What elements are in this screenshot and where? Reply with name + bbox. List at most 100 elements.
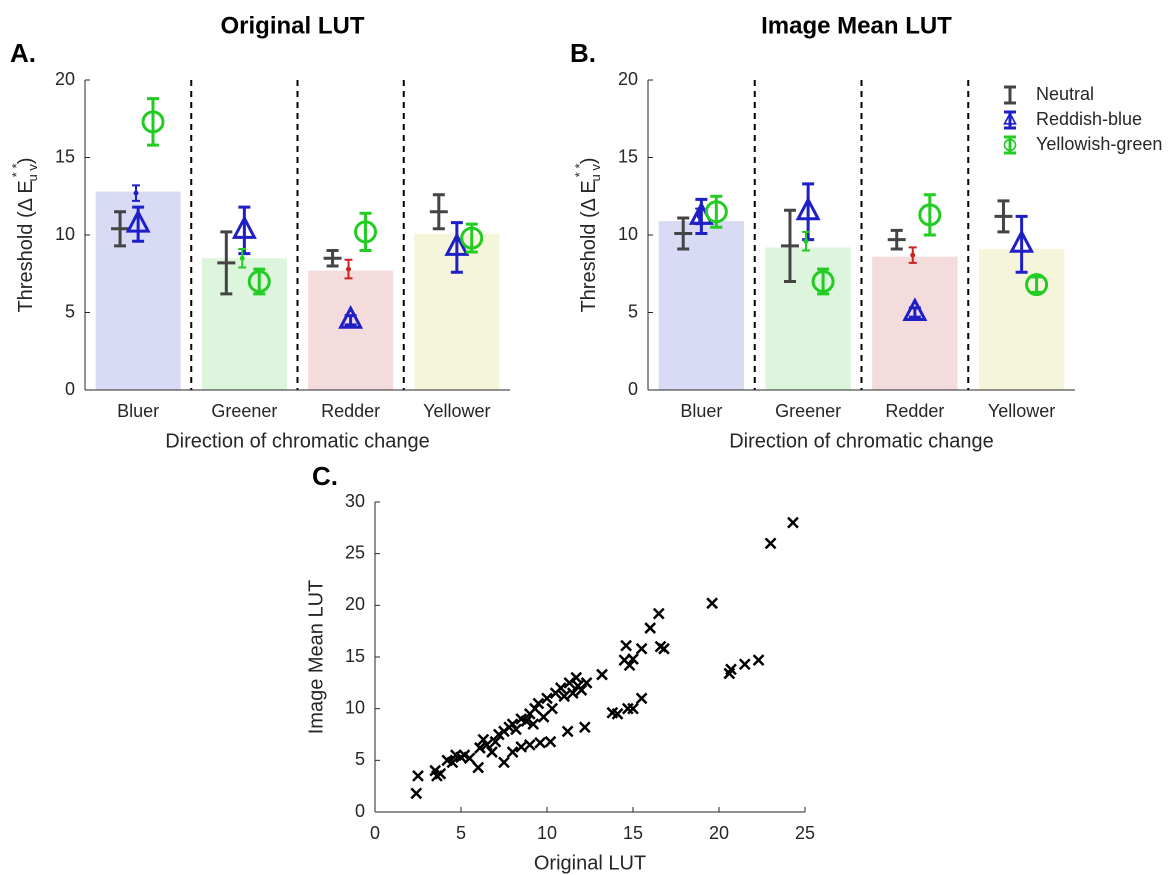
x-tick-label: 0	[370, 823, 380, 843]
point	[498, 756, 510, 769]
point	[787, 516, 799, 529]
y-axis-label-main: Threshold (Δ E	[578, 180, 600, 312]
y-axis-label: Image Mean LUT	[305, 580, 327, 735]
point	[486, 746, 498, 758]
panel-title: Image Mean LUT	[761, 12, 952, 39]
point	[627, 702, 639, 715]
y-axis-label-end: )	[578, 157, 600, 164]
y-axis-label-main: Threshold (Δ E	[15, 180, 37, 312]
error-bar	[253, 267, 266, 296]
point	[434, 767, 447, 780]
y-tick-label: 5	[65, 301, 75, 321]
point	[480, 738, 493, 751]
y-tick-label: 15	[618, 146, 638, 166]
x-tick-label: 20	[709, 823, 729, 843]
marker	[902, 297, 928, 321]
panel-label: A.	[10, 38, 36, 68]
point	[546, 702, 559, 715]
marker	[918, 203, 942, 227]
error-bar	[238, 205, 251, 256]
point	[764, 537, 777, 550]
error-bar	[817, 267, 830, 296]
y-tick-label: 25	[345, 542, 365, 562]
point	[575, 684, 588, 696]
y-tick-label: 0	[628, 379, 638, 399]
y-tick-label: 5	[628, 301, 638, 321]
bar	[872, 256, 958, 390]
point	[410, 787, 423, 800]
x-tick-label: Redder	[321, 401, 380, 421]
x-tick-label: Yellower	[423, 401, 490, 421]
panel-label: C.	[312, 461, 338, 491]
point	[620, 639, 633, 652]
point	[520, 715, 533, 727]
marker	[346, 266, 351, 272]
y-axis-label-sup: * *	[572, 163, 587, 177]
y-tick-label: 5	[355, 749, 365, 769]
x-tick-label: Bluer	[680, 401, 722, 421]
point	[527, 718, 540, 731]
marker	[133, 190, 139, 196]
point	[537, 711, 550, 723]
error-bar	[147, 97, 159, 147]
y-tick-label: 10	[618, 224, 638, 244]
error-bar	[1015, 214, 1028, 274]
legend-label: Neutral	[1036, 84, 1094, 104]
legend-marker	[1003, 111, 1017, 125]
panel-title: Original LUT	[221, 12, 365, 39]
x-tick-label: 10	[537, 823, 557, 843]
marker	[239, 255, 245, 261]
point	[725, 663, 737, 676]
point	[554, 682, 567, 694]
marker	[231, 215, 257, 239]
y-axis-label: Threshold (Δ E * *u v)	[9, 157, 40, 312]
marker	[1009, 229, 1035, 253]
point	[652, 607, 665, 620]
y-tick-label: 20	[345, 594, 365, 614]
y-tick-label: 10	[345, 697, 365, 717]
marker	[811, 270, 835, 293]
y-tick-label: 15	[345, 646, 365, 666]
legend-marker	[1003, 138, 1017, 152]
point	[627, 653, 639, 665]
x-tick-label: Greener	[211, 401, 277, 421]
point	[558, 690, 571, 703]
point	[658, 642, 670, 655]
y-axis-label-end: )	[15, 157, 37, 164]
x-axis-label: Direction of chromatic change	[729, 430, 994, 452]
point	[706, 597, 719, 610]
marker	[910, 252, 916, 258]
y-axis-label-sup: * *	[9, 163, 24, 177]
point	[578, 721, 591, 734]
point	[561, 725, 574, 738]
x-axis-label: Direction of chromatic change	[165, 430, 430, 452]
legend-label: Reddish-blue	[1036, 109, 1142, 129]
marker	[803, 238, 809, 244]
legend-marker	[1008, 93, 1012, 97]
x-axis-label: Original LUT	[534, 852, 646, 874]
bar	[658, 221, 745, 390]
point	[611, 707, 624, 720]
point	[474, 742, 486, 754]
point	[580, 676, 593, 689]
marker	[444, 232, 470, 256]
y-tick-label: 20	[618, 69, 638, 89]
x-tick-label: 15	[623, 823, 643, 843]
point	[544, 735, 557, 748]
error-bar	[450, 221, 463, 274]
point	[752, 654, 765, 666]
marker	[354, 220, 377, 244]
marker	[141, 110, 165, 134]
point	[506, 746, 519, 758]
point	[635, 692, 648, 705]
point	[644, 622, 657, 634]
y-axis-label-sub: u v	[588, 164, 603, 182]
y-tick-label: 15	[55, 146, 75, 166]
y-tick-label: 0	[355, 801, 365, 821]
x-tick-label: Bluer	[117, 401, 159, 421]
point	[635, 642, 648, 655]
y-tick-label: 0	[65, 379, 75, 399]
y-tick-label: 20	[55, 69, 75, 89]
point	[534, 736, 547, 749]
